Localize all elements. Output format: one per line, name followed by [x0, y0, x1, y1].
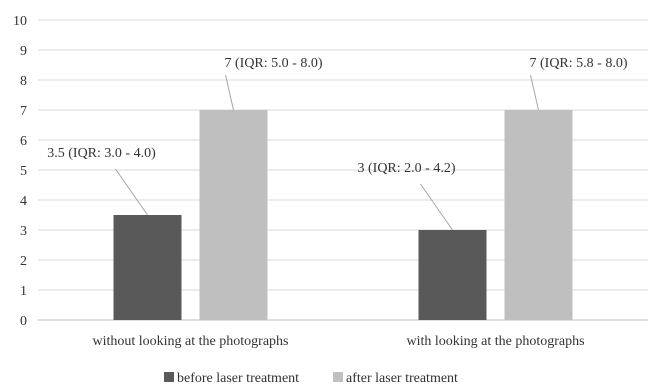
y-tick-label: 1: [20, 284, 27, 299]
y-tick-label: 6: [20, 134, 27, 149]
legend-item: after laser treatment: [333, 371, 458, 386]
data-label-leader: [225, 74, 234, 111]
bar: [418, 230, 487, 320]
legend-label: after laser treatment: [346, 371, 458, 386]
legend-swatch: [333, 372, 343, 382]
data-label-leader: [530, 74, 539, 111]
y-tick-label: 10: [13, 14, 27, 29]
y-tick-label: 7: [20, 104, 27, 119]
data-labels: 3.5 (IQR: 3.0 - 4.0) 7 (IQR: 5.0 - 8.0) 3 …: [47, 56, 628, 176]
data-label-leader: [420, 183, 453, 231]
bar: [504, 110, 573, 320]
category-label: without looking at the photographs: [93, 334, 289, 349]
data-label-leaders: [115, 74, 539, 231]
data-label: 3 (IQR: 2.0 - 4.2): [358, 161, 456, 176]
y-axis-ticks: 0 1 2 3 4 5 6 7 8 9 10: [13, 14, 27, 329]
legend-swatch: [164, 372, 174, 382]
y-tick-label: 3: [20, 224, 27, 239]
data-label: 7 (IQR: 5.0 - 8.0): [225, 56, 323, 71]
bars: [113, 110, 573, 320]
data-label: 7 (IQR: 5.8 - 8.0): [530, 56, 628, 71]
legend: before laser treatment after laser treatm…: [164, 371, 458, 386]
y-tick-label: 9: [20, 44, 27, 59]
y-tick-label: 5: [20, 164, 27, 179]
data-label: 3.5 (IQR: 3.0 - 4.0): [47, 146, 156, 161]
legend-item: before laser treatment: [164, 371, 299, 386]
y-tick-label: 2: [20, 254, 27, 269]
y-tick-label: 8: [20, 74, 27, 89]
y-tick-label: 0: [20, 314, 27, 329]
category-labels: without looking at the photographs with l…: [93, 334, 585, 349]
bar: [199, 110, 268, 320]
legend-label: before laser treatment: [177, 371, 299, 386]
category-label: with looking at the photographs: [406, 334, 584, 349]
data-label-leader: [115, 168, 148, 216]
y-tick-label: 4: [20, 194, 27, 209]
bar: [113, 215, 182, 320]
